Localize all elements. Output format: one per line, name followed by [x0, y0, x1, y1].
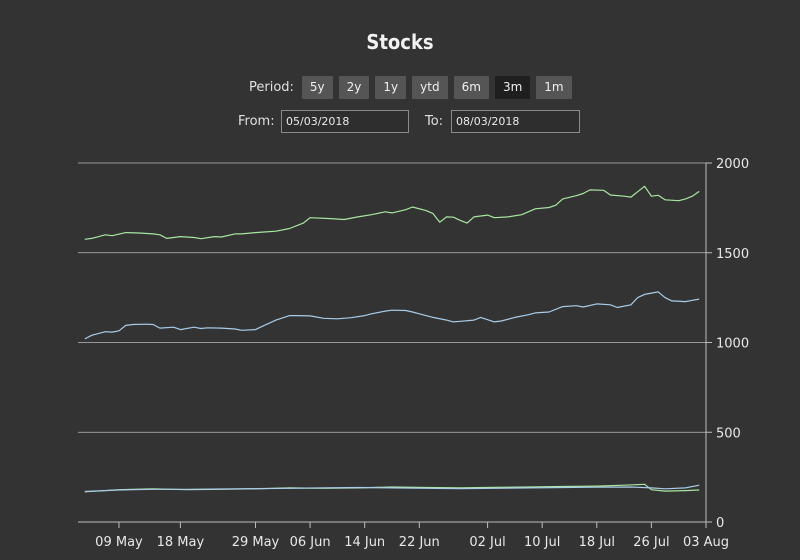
period-label: Period: — [249, 80, 294, 95]
x-tick-label: 22 Jun — [399, 535, 440, 550]
series-line-middle — [84, 291, 700, 340]
y-tick-label: 0 — [716, 516, 724, 531]
period-button-6m[interactable]: 6m — [453, 76, 489, 99]
series-line-top — [84, 185, 700, 240]
x-tick-label: 29 May — [232, 535, 280, 550]
period-button-5y[interactable]: 5y — [301, 76, 333, 99]
x-tick-label: 18 Jul — [579, 535, 615, 550]
period-button-ytd[interactable]: ytd — [412, 76, 448, 99]
x-tick-label: 03 Aug — [683, 535, 729, 550]
x-tick-label: 26 Jul — [633, 535, 669, 550]
period-button-1y[interactable]: 1y — [375, 76, 407, 99]
series-line-bottom-b — [84, 484, 700, 493]
period-button-2y[interactable]: 2y — [338, 76, 370, 99]
from-date-input[interactable] — [281, 110, 409, 133]
x-tick-label: 06 Jun — [290, 535, 331, 550]
x-tick-label: 18 May — [157, 535, 205, 550]
y-tick-label: 2000 — [716, 157, 749, 172]
to-label: To: — [425, 114, 444, 129]
x-tick-label: 10 Jul — [524, 535, 560, 550]
x-tick-label: 14 Jun — [344, 535, 385, 550]
y-tick-label: 1000 — [716, 337, 749, 352]
chart-title: Stocks — [366, 30, 434, 54]
to-date-input[interactable] — [451, 110, 580, 133]
period-button-1m[interactable]: 1m — [536, 76, 572, 99]
y-tick-label: 1500 — [716, 247, 749, 262]
y-tick-label: 500 — [716, 426, 741, 441]
x-tick-label: 02 Jul — [469, 535, 505, 550]
x-tick-label: 09 May — [95, 535, 143, 550]
from-label: From: — [238, 114, 275, 129]
period-selector: Period: 5y 2y 1y ytd 6m 3m 1m — [249, 76, 572, 99]
period-button-3m[interactable]: 3m — [494, 76, 531, 99]
